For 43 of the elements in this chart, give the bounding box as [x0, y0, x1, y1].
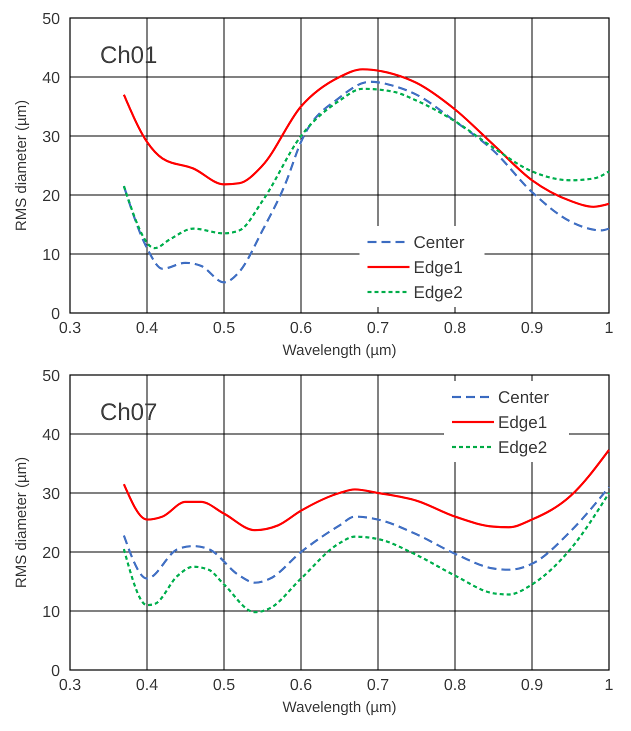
- legend-label: Edge2: [414, 283, 463, 302]
- line-series: [122, 68, 610, 208]
- x-axis-title: Wavelength (µm): [282, 699, 396, 716]
- x-tick-label: 0.4: [136, 677, 158, 694]
- legend-label: Edge1: [414, 258, 463, 277]
- y-tick-label: 20: [42, 545, 60, 562]
- x-tick-label: 0.5: [212, 320, 236, 337]
- y-tick-label: 30: [42, 129, 60, 146]
- x-tick-label: 1: [604, 320, 614, 337]
- y-tick-label: 0: [51, 663, 60, 680]
- line-series: [122, 88, 610, 250]
- x-axis-title: Wavelength (µm): [282, 342, 396, 359]
- y-tick-label: 50: [42, 368, 60, 385]
- y-tick-label: 50: [42, 11, 60, 28]
- legend-label: Center: [414, 233, 465, 252]
- y-tick-label: 10: [42, 604, 60, 621]
- legend-label: Edge2: [498, 438, 548, 457]
- y-tick-label: 30: [42, 486, 60, 503]
- x-tick-label: 0.8: [444, 320, 466, 337]
- y-tick-label: 0: [51, 306, 60, 323]
- x-tick-label: 0.6: [290, 677, 312, 694]
- x-tick-label: 0.9: [520, 320, 544, 337]
- y-axis-title: RMS diameter (µm): [13, 100, 30, 232]
- x-tick-label: 0.6: [290, 320, 312, 337]
- x-tick-label: 0.8: [444, 677, 466, 694]
- x-tick-label: 0.4: [136, 320, 158, 337]
- legend-label: Edge1: [498, 413, 548, 432]
- line-series: [122, 492, 610, 614]
- y-tick-label: 40: [42, 70, 60, 87]
- x-tick-label: 0.3: [58, 677, 82, 694]
- x-tick-label: 0.5: [212, 677, 236, 694]
- y-axis-title: RMS diameter (µm): [13, 456, 30, 588]
- x-tick-label: 0.9: [520, 677, 544, 694]
- line-series: [122, 486, 610, 584]
- line-series: [122, 80, 610, 284]
- x-tick-label: 0.7: [366, 677, 390, 694]
- legend-label: Center: [498, 388, 550, 407]
- y-tick-label: 10: [42, 247, 60, 264]
- y-tick-label: 20: [42, 188, 60, 205]
- x-tick-label: 1: [604, 677, 614, 694]
- y-tick-label: 40: [42, 427, 60, 444]
- x-tick-label: 0.7: [366, 320, 390, 337]
- x-tick-label: 0.3: [58, 320, 82, 337]
